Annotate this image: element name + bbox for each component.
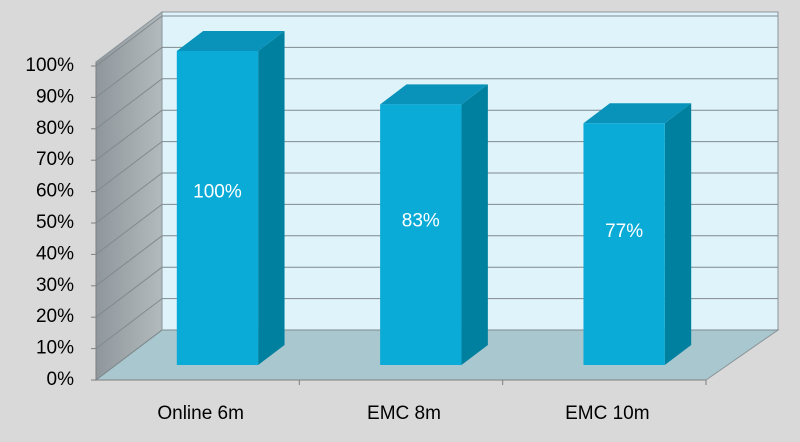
grid-line [95, 266, 163, 318]
x-tick-label: EMC 10m [565, 403, 649, 424]
y-tick-label: 10% [36, 338, 74, 359]
bar-side [258, 31, 285, 365]
grid-line [95, 47, 163, 98]
y-tick-label: 30% [36, 275, 74, 296]
bar [176, 51, 259, 365]
y-tick-label: 80% [36, 118, 74, 139]
grid-line [95, 78, 163, 130]
x-tick-label: Online 6m [157, 403, 244, 424]
value-label: 83% [402, 211, 440, 232]
value-label: 100% [193, 181, 242, 202]
grid-line [95, 235, 163, 287]
bar-top [583, 103, 692, 124]
y-tick-label: 60% [36, 181, 74, 202]
grid-line [95, 141, 163, 192]
bar-side [461, 84, 488, 365]
grid-line [95, 204, 163, 255]
y-tick-label: 100% [25, 55, 74, 76]
bar-top [380, 84, 488, 105]
bar-side [664, 103, 692, 365]
bar [380, 104, 462, 365]
bar-top [176, 31, 285, 51]
y-tick-label: 50% [36, 212, 74, 233]
grid-line [95, 172, 163, 224]
grid-line [95, 15, 163, 67]
bar [583, 123, 665, 365]
grid-line [95, 109, 163, 161]
y-tick-label: 20% [36, 306, 74, 327]
side-wall [95, 10, 163, 382]
grid-line [95, 298, 163, 349]
grid-line [95, 329, 163, 381]
x-tick-label: EMC 8m [367, 403, 441, 424]
y-tick-label: 70% [36, 149, 74, 170]
y-tick-label: 90% [36, 86, 74, 107]
y-tick-label: 0% [47, 369, 75, 390]
y-tick-label: 40% [36, 243, 74, 264]
value-label: 77% [605, 221, 643, 242]
